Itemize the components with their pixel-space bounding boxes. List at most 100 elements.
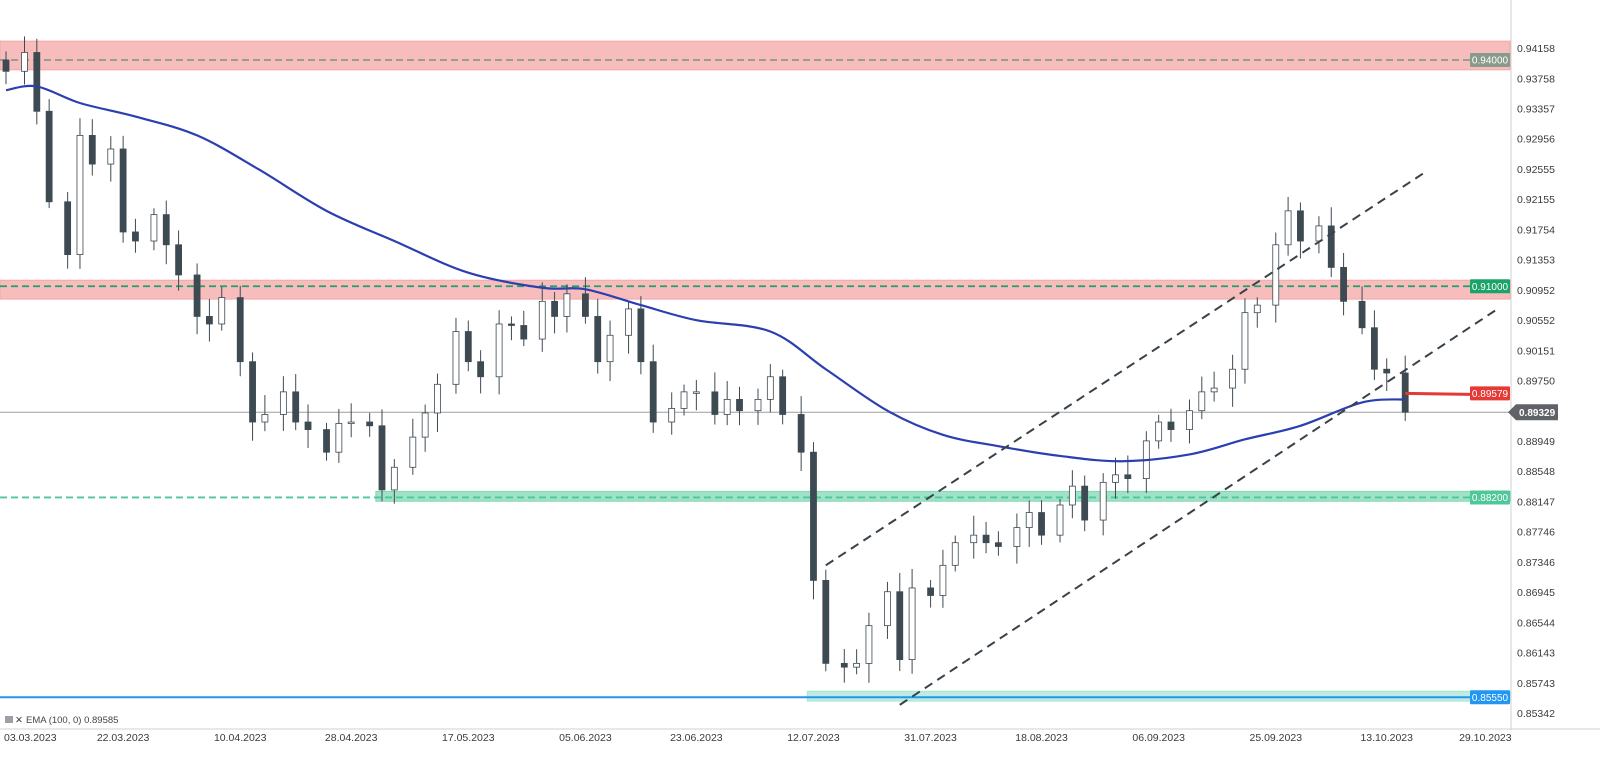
candle-body xyxy=(951,542,959,566)
candle-body xyxy=(236,297,244,363)
candle-body xyxy=(1112,474,1119,483)
candle-body xyxy=(434,383,441,414)
x-tick-label: 03.03.2023 xyxy=(4,732,57,744)
candle-body xyxy=(347,421,355,424)
x-tick-label: 13.10.2023 xyxy=(1360,732,1413,744)
red-level-badge: 0.89579 xyxy=(1472,389,1509,400)
level-badge-bg xyxy=(1470,279,1510,294)
y-tick-label: 0.92555 xyxy=(1517,164,1555,176)
candle-body xyxy=(865,625,873,664)
y-tick-label: 0.88949 xyxy=(1517,436,1555,448)
candle-body xyxy=(723,398,731,415)
candle-body xyxy=(563,293,571,317)
candle-body xyxy=(279,391,287,415)
y-tick-label: 0.94158 xyxy=(1517,43,1555,55)
candle-body xyxy=(150,214,158,242)
red-level-line xyxy=(1405,391,1471,396)
y-tick-label: 0.90952 xyxy=(1517,285,1555,297)
candle-body xyxy=(33,52,41,112)
candle-body xyxy=(1155,421,1163,442)
candle-body xyxy=(2,59,10,72)
x-tick-label: 10.04.2023 xyxy=(214,732,267,744)
candle-body xyxy=(520,325,528,340)
x-tick-label: 12.07.2023 xyxy=(787,732,840,744)
candle-body xyxy=(495,323,503,378)
ema-legend: ✕ EMA (100, 0) 0.89585 xyxy=(5,715,118,726)
candle-body xyxy=(1315,225,1323,242)
candle-body xyxy=(766,376,774,400)
candle-body xyxy=(711,391,719,415)
channel-line xyxy=(899,308,1499,706)
candle-body xyxy=(754,398,762,412)
candle-body xyxy=(421,412,429,438)
x-tick-label: 23.06.2023 xyxy=(670,732,723,744)
candle-body xyxy=(1383,368,1391,374)
ema-path xyxy=(5,84,1406,463)
candle-body xyxy=(1358,300,1366,329)
candle-body xyxy=(1370,327,1378,370)
candle-body xyxy=(193,274,201,317)
candle-body xyxy=(1198,391,1206,412)
candle-body xyxy=(896,591,904,661)
candle-body xyxy=(736,398,743,412)
candle-body xyxy=(1297,210,1304,242)
candle-body xyxy=(982,534,990,544)
candle-body xyxy=(1272,244,1280,306)
candle-body xyxy=(680,391,688,409)
candle-body xyxy=(132,231,139,242)
y-tick-label: 0.93357 xyxy=(1517,103,1555,115)
level-badge: 0.85550 xyxy=(1472,693,1509,704)
candle-body xyxy=(1068,485,1076,506)
y-tick-label: 0.89750 xyxy=(1517,376,1555,388)
y-tick-label: 0.86544 xyxy=(1517,617,1555,629)
x-tick-label: 28.04.2023 xyxy=(325,732,378,744)
candle-body xyxy=(261,414,269,423)
candle-body xyxy=(335,423,343,453)
y-tick-label: 0.92956 xyxy=(1517,134,1555,146)
y-tick-label: 0.86945 xyxy=(1517,587,1555,599)
y-tick-label: 0.92155 xyxy=(1517,194,1555,206)
candle-body xyxy=(88,135,96,165)
trend-channel xyxy=(825,172,1499,706)
candle-body xyxy=(1229,368,1237,389)
candle-body xyxy=(594,316,602,363)
candle-body xyxy=(994,542,1002,547)
zone-support-green xyxy=(375,490,1511,502)
candle-body xyxy=(304,421,312,430)
candle-body xyxy=(637,308,645,363)
candle-body xyxy=(45,110,53,203)
candle-body xyxy=(853,662,861,668)
y-tick-label: 0.93758 xyxy=(1517,73,1555,85)
candle-body xyxy=(119,148,127,233)
candle-body xyxy=(1013,527,1021,547)
ema-line xyxy=(5,84,1406,463)
candle-body xyxy=(452,331,460,385)
legend-icon xyxy=(5,716,13,723)
candle-body xyxy=(390,466,398,491)
level-badge-bg xyxy=(1470,490,1510,505)
candle-body xyxy=(1327,225,1335,268)
candle-body xyxy=(840,662,848,668)
candle-body xyxy=(1038,512,1045,536)
zone-resistance-middle xyxy=(0,279,1511,300)
y-axis: 0.94158 0.93758 0.93357 0.92956 0.92555 0.921… xyxy=(1470,0,1558,730)
candle-body xyxy=(1210,387,1218,393)
candle-body xyxy=(378,425,386,491)
current-price-marker: 0.89329 xyxy=(1508,404,1558,421)
candle-body xyxy=(107,148,115,165)
candle-body xyxy=(1340,267,1347,302)
legend-label: EMA (100, 0) 0.89585 xyxy=(26,715,118,726)
y-tick-label: 0.91754 xyxy=(1517,224,1555,236)
candle-body xyxy=(625,308,632,336)
close-icon[interactable]: ✕ xyxy=(15,715,23,726)
candle-body xyxy=(162,214,170,246)
red-level-badge-bg xyxy=(1470,386,1510,401)
candle-body xyxy=(939,564,947,596)
candle-body xyxy=(582,293,589,317)
candle-body xyxy=(822,580,830,664)
candle-body xyxy=(1124,474,1132,479)
candle-body xyxy=(21,52,28,72)
candle-body xyxy=(508,323,515,326)
zone-layer xyxy=(0,40,1511,702)
